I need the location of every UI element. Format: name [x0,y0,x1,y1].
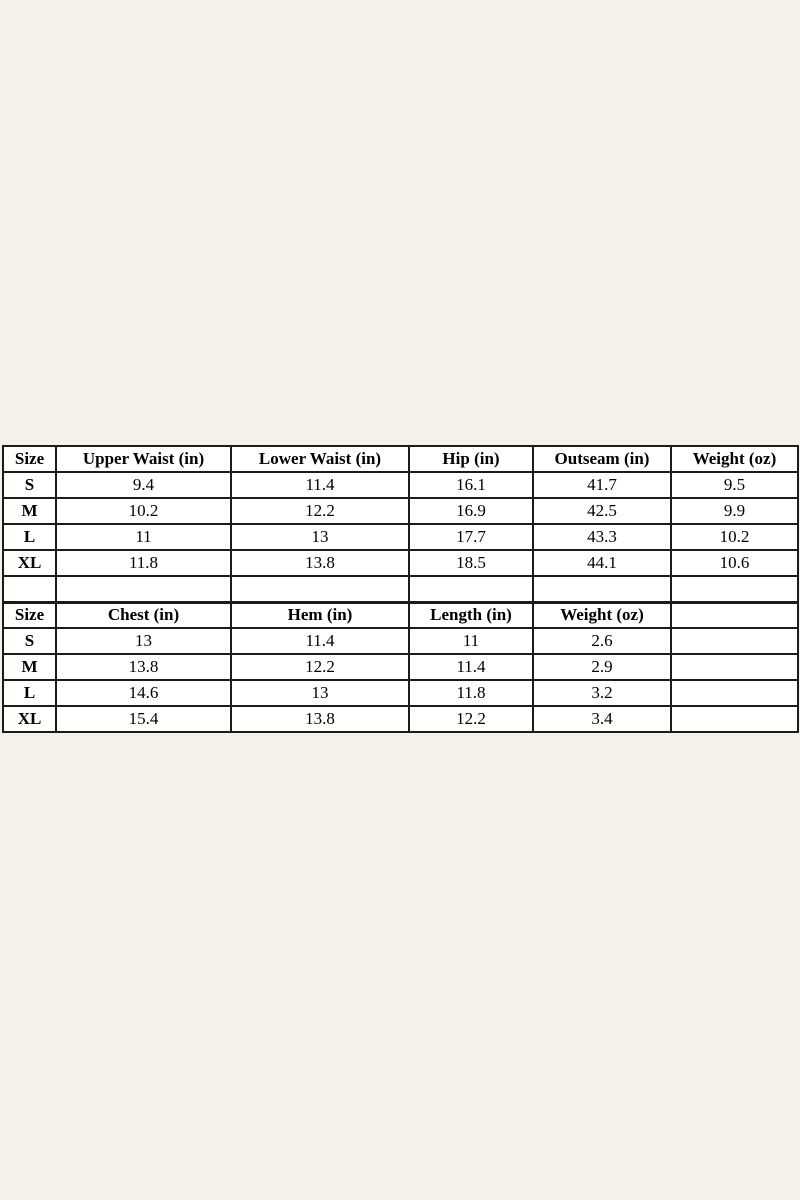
value-cell: 11.4 [230,627,410,655]
spacer-row [2,575,799,603]
header-cell: Length (in) [408,600,534,629]
value-cell: 11 [408,627,534,655]
header-cell: Weight (oz) [532,600,672,629]
value-cell [670,705,799,733]
header-cell: Outseam (in) [532,445,672,473]
spacer-cell [408,575,534,603]
top-size-chart-header-row: Size Chest (in) Hem (in) Length (in) Weight … [2,600,799,629]
table-row: XL 15.4 13.8 12.2 3.4 [2,705,799,733]
size-cell: M [2,497,57,525]
spacer-cell [670,575,799,603]
table-row: L 11 13 17.7 43.3 10.2 [2,523,799,551]
value-cell: 13 [230,679,410,707]
table-row: M 10.2 12.2 16.9 42.5 9.9 [2,497,799,525]
value-cell: 12.2 [230,653,410,681]
value-cell: 11.8 [55,549,232,577]
size-cell: L [2,679,57,707]
value-cell: 3.4 [532,705,672,733]
spacer-cell [532,575,672,603]
size-cell: XL [2,549,57,577]
table-row: S 13 11.4 11 2.6 [2,627,799,655]
value-cell [670,627,799,655]
value-cell: 43.3 [532,523,672,551]
value-cell: 11.8 [408,679,534,707]
table-row: XL 11.8 13.8 18.5 44.1 10.6 [2,549,799,577]
value-cell: 9.9 [670,497,799,525]
value-cell: 10.2 [670,523,799,551]
header-cell [670,600,799,629]
value-cell: 9.5 [670,471,799,499]
value-cell: 10.2 [55,497,232,525]
value-cell: 3.2 [532,679,672,707]
bottoms-size-chart-header-row: Size Upper Waist (in) Lower Waist (in) Hip … [2,445,799,473]
header-cell: Weight (oz) [670,445,799,473]
value-cell: 16.9 [408,497,534,525]
header-cell: Hip (in) [408,445,534,473]
value-cell: 11 [55,523,232,551]
value-cell [670,679,799,707]
header-cell: Lower Waist (in) [230,445,410,473]
spacer-cell [230,575,410,603]
table-row: L 14.6 13 11.8 3.2 [2,679,799,707]
value-cell: 16.1 [408,471,534,499]
value-cell: 10.6 [670,549,799,577]
header-cell: Hem (in) [230,600,410,629]
size-cell: L [2,523,57,551]
value-cell: 9.4 [55,471,232,499]
header-cell: Size [2,445,57,473]
value-cell: 11.4 [408,653,534,681]
value-cell: 41.7 [532,471,672,499]
size-chart: Size Upper Waist (in) Lower Waist (in) Hip … [2,445,799,733]
value-cell: 12.2 [408,705,534,733]
header-cell: Upper Waist (in) [55,445,232,473]
value-cell: 15.4 [55,705,232,733]
value-cell: 13.8 [230,705,410,733]
header-cell: Chest (in) [55,600,232,629]
value-cell: 11.4 [230,471,410,499]
value-cell: 17.7 [408,523,534,551]
spacer-cell [2,575,57,603]
size-cell: S [2,471,57,499]
table-row: M 13.8 12.2 11.4 2.9 [2,653,799,681]
value-cell: 12.2 [230,497,410,525]
size-chart-body: Size Upper Waist (in) Lower Waist (in) Hip … [2,445,799,733]
value-cell: 18.5 [408,549,534,577]
header-cell: Size [2,600,57,629]
value-cell: 13 [230,523,410,551]
value-cell [670,653,799,681]
value-cell: 2.9 [532,653,672,681]
value-cell: 42.5 [532,497,672,525]
value-cell: 14.6 [55,679,232,707]
size-cell: XL [2,705,57,733]
table-row: S 9.4 11.4 16.1 41.7 9.5 [2,471,799,499]
value-cell: 2.6 [532,627,672,655]
spacer-cell [55,575,232,603]
value-cell: 13.8 [55,653,232,681]
value-cell: 13 [55,627,232,655]
size-chart-table: Size Upper Waist (in) Lower Waist (in) Hip … [2,445,799,733]
size-cell: M [2,653,57,681]
size-cell: S [2,627,57,655]
value-cell: 44.1 [532,549,672,577]
value-cell: 13.8 [230,549,410,577]
